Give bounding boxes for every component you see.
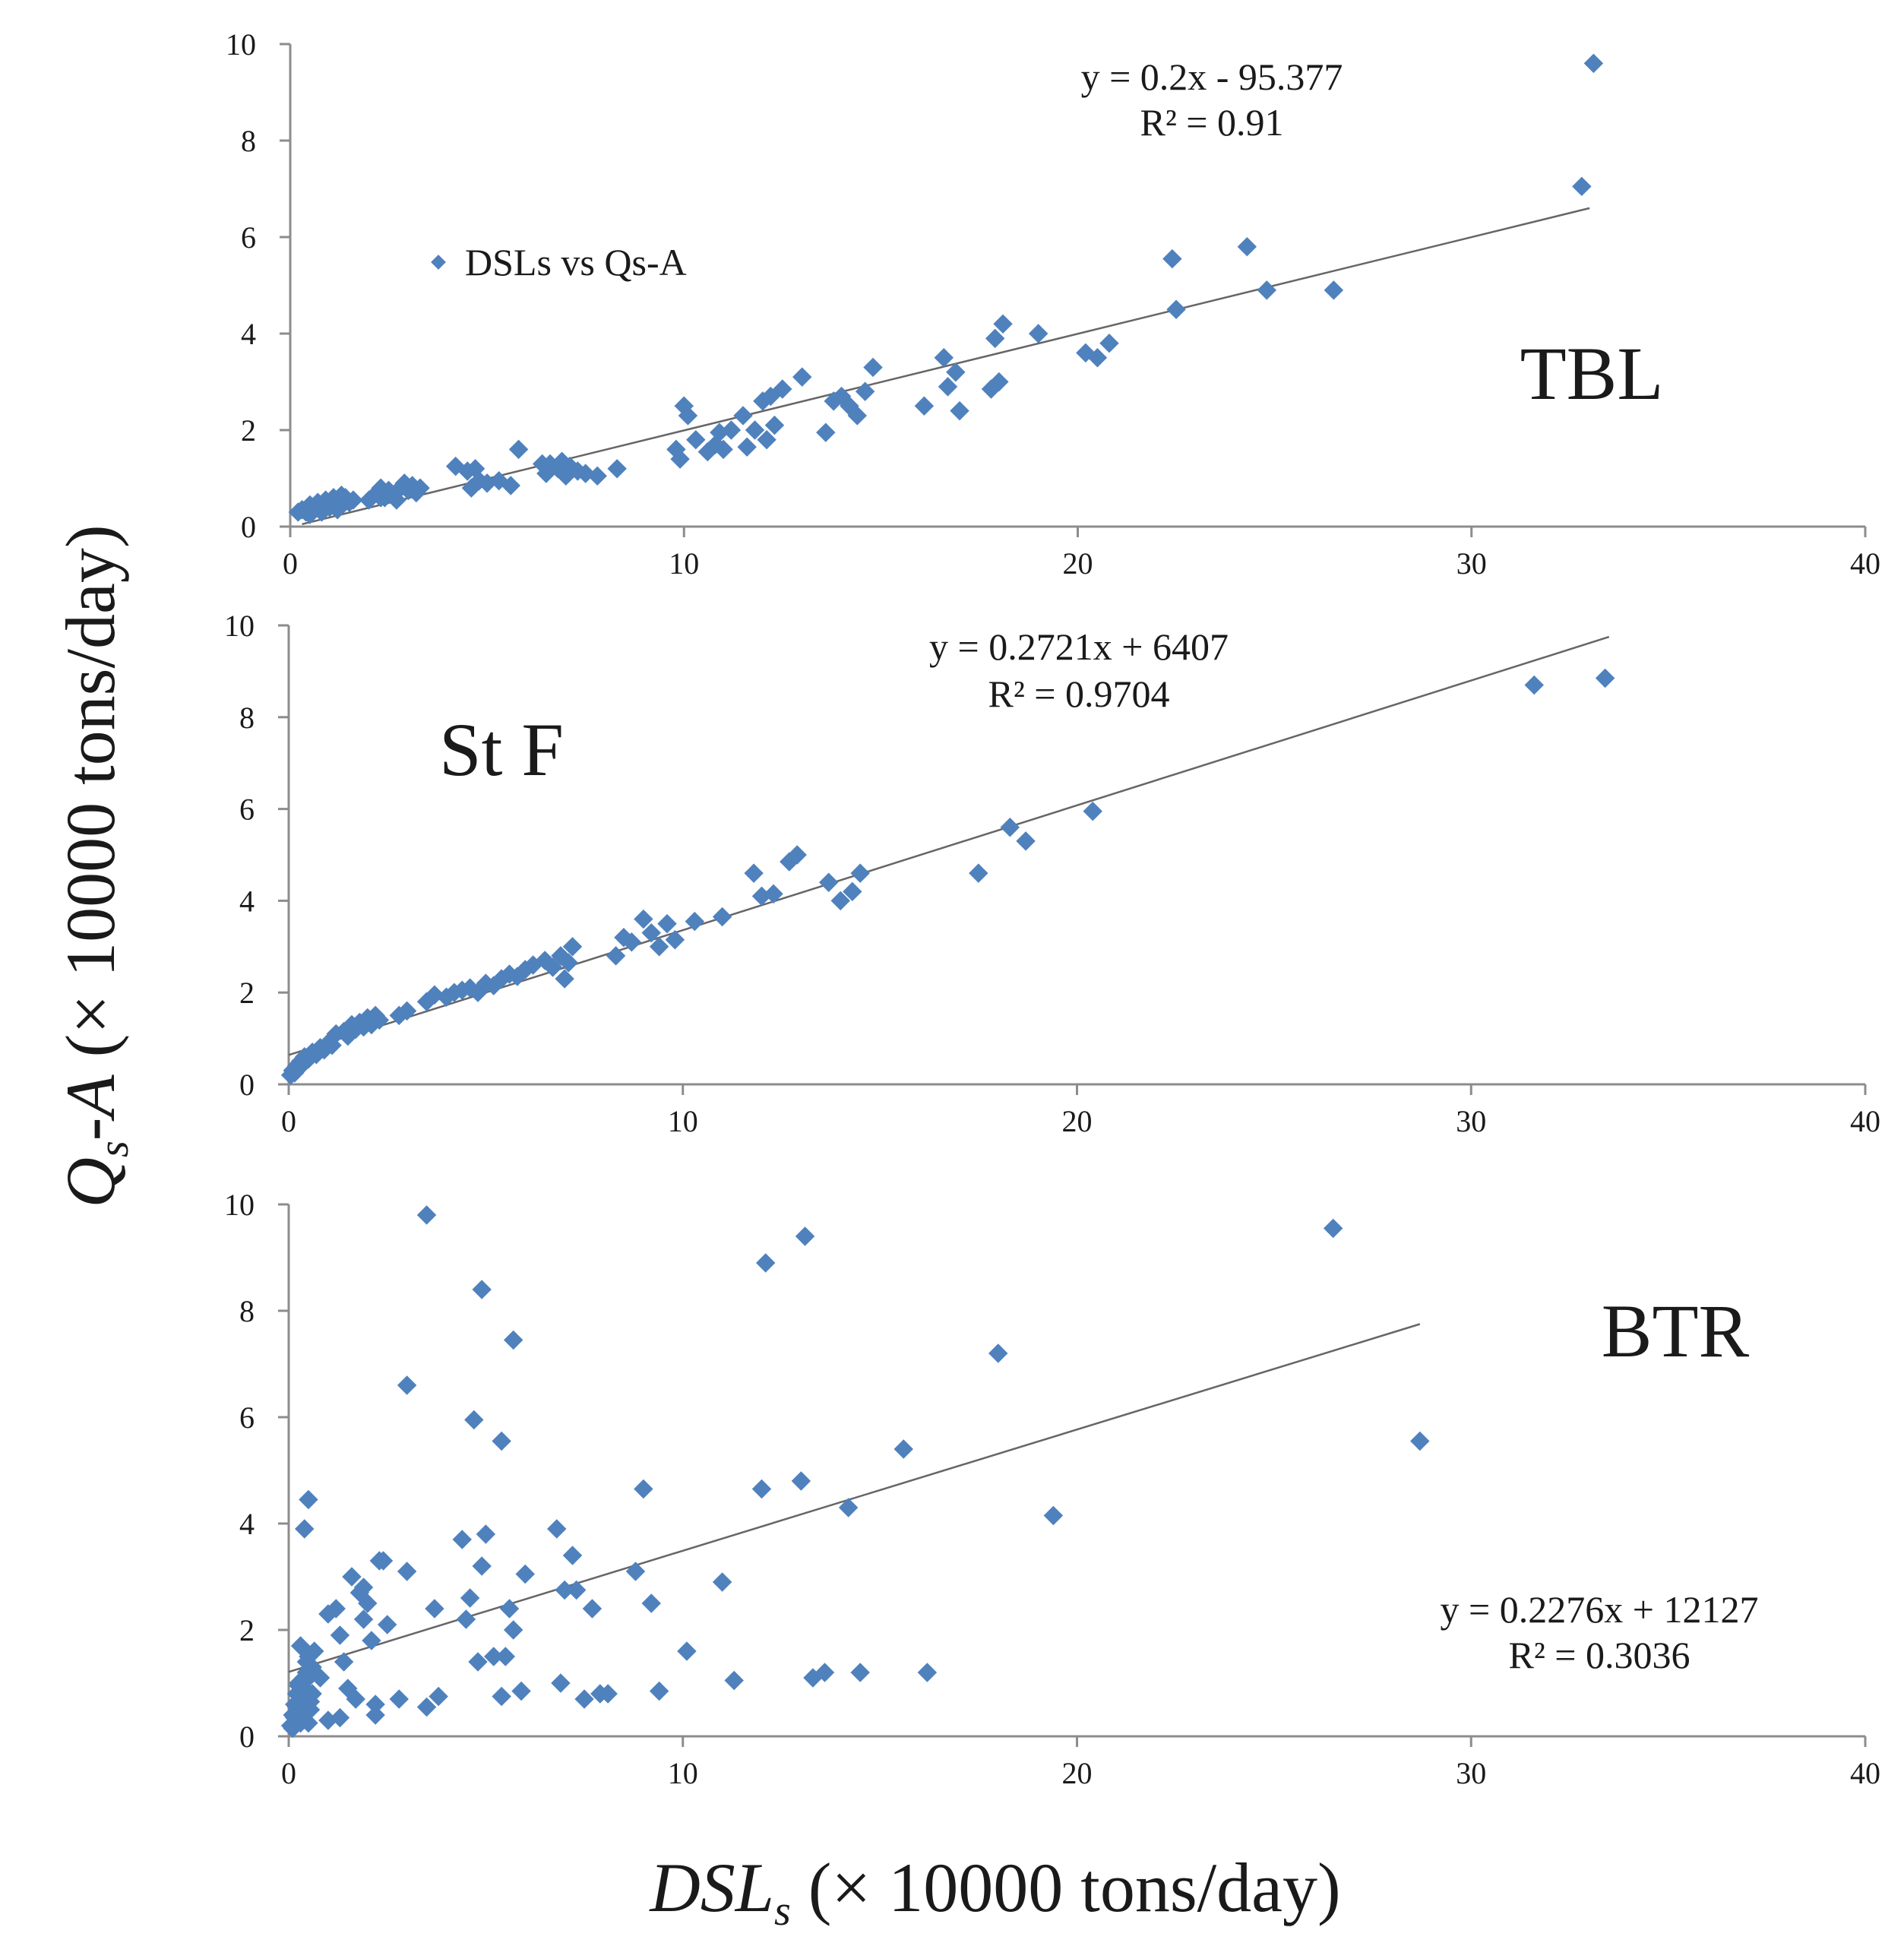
trendline-equation: y = 0.2721x + 6407 bbox=[929, 625, 1229, 668]
y-axis-title-q: Q bbox=[52, 1157, 129, 1207]
station-label: TBL bbox=[1520, 331, 1664, 416]
r-squared: R² = 0.3036 bbox=[1508, 1634, 1690, 1676]
x-tick-label: 40 bbox=[1850, 546, 1880, 581]
x-axis-title-sub: s bbox=[774, 1888, 791, 1935]
y-tick-label: 8 bbox=[239, 1294, 255, 1328]
data-point bbox=[757, 429, 776, 450]
trendline-equation: y = 0.2x - 95.377 bbox=[1081, 55, 1343, 98]
legend: DSLs vs Qs-A bbox=[431, 241, 687, 283]
trend-line bbox=[302, 207, 1590, 526]
trend-line bbox=[288, 1323, 1421, 1673]
data-point bbox=[371, 488, 391, 508]
x-tick-label: 20 bbox=[1062, 1756, 1093, 1790]
x-tick-label: 0 bbox=[283, 546, 298, 581]
y-axis-title-units: (× 10000 tons/day) bbox=[52, 524, 129, 1074]
y-tick-label: 4 bbox=[241, 317, 256, 351]
x-axis-title-dsl: DSL bbox=[648, 1849, 774, 1926]
data-point bbox=[678, 406, 698, 426]
data-point bbox=[587, 466, 607, 486]
data-point bbox=[733, 406, 753, 426]
x-tick-label: 40 bbox=[1850, 1104, 1880, 1138]
trendline-equation: y = 0.2276x + 12127 bbox=[1441, 1588, 1759, 1631]
data-point bbox=[410, 478, 430, 498]
data-point bbox=[737, 437, 757, 457]
y-tick-label: 10 bbox=[224, 609, 255, 643]
r-squared: R² = 0.91 bbox=[1140, 101, 1283, 144]
x-tick-label: 20 bbox=[1063, 546, 1093, 581]
data-point bbox=[607, 459, 627, 479]
trend-line bbox=[288, 635, 1610, 1056]
y-tick-label: 0 bbox=[241, 510, 256, 544]
data-point bbox=[721, 420, 742, 440]
x-tick-label: 10 bbox=[668, 1104, 698, 1138]
y-tick-label: 2 bbox=[239, 1613, 255, 1647]
data-point bbox=[508, 439, 529, 460]
x-tick-label: 0 bbox=[281, 1104, 296, 1138]
y-tick-label: 0 bbox=[239, 1068, 255, 1102]
x-tick-label: 10 bbox=[668, 1756, 698, 1790]
y-tick-label: 4 bbox=[239, 884, 255, 918]
y-tick-label: 10 bbox=[224, 1188, 255, 1222]
data-point bbox=[686, 429, 706, 450]
y-axis-title-a: A bbox=[52, 1074, 129, 1122]
y-axis-title-sub: s bbox=[90, 1141, 138, 1157]
x-axis-title: DSLs (× 10000 tons/day) bbox=[648, 1849, 1340, 1935]
y-tick-label: 2 bbox=[239, 976, 255, 1010]
y-tick-label: 8 bbox=[241, 124, 256, 158]
r-squared: R² = 0.9704 bbox=[988, 672, 1169, 715]
y-axis-title: Qs-A (× 10000 tons/day) bbox=[52, 524, 138, 1207]
y-tick-label: 8 bbox=[239, 701, 255, 735]
y-tick-label: 6 bbox=[241, 220, 256, 255]
y-tick-label: 4 bbox=[239, 1507, 255, 1541]
data-point bbox=[394, 473, 415, 493]
data-point bbox=[670, 449, 690, 469]
y-tick-label: 6 bbox=[239, 1400, 255, 1435]
y-tick-label: 2 bbox=[241, 413, 256, 448]
y-tick-label: 0 bbox=[239, 1720, 255, 1754]
x-tick-label: 0 bbox=[281, 1756, 296, 1790]
x-tick-label: 20 bbox=[1062, 1104, 1093, 1138]
x-tick-label: 40 bbox=[1850, 1756, 1880, 1790]
station-label: St F bbox=[439, 707, 564, 792]
data-point bbox=[745, 420, 765, 440]
x-tick-label: 30 bbox=[1456, 1104, 1486, 1138]
y-tick-label: 10 bbox=[226, 27, 256, 62]
data-point bbox=[501, 476, 520, 495]
station-label: BTR bbox=[1602, 1289, 1750, 1373]
data-point bbox=[713, 439, 733, 460]
x-axis-title-units: (× 10000 tons/day) bbox=[791, 1849, 1341, 1926]
legend-marker bbox=[431, 255, 446, 270]
legend-label: DSLs vs Qs-A bbox=[465, 241, 687, 283]
y-axis-title-dash: - bbox=[52, 1118, 129, 1141]
x-tick-label: 30 bbox=[1456, 546, 1487, 581]
x-tick-label: 10 bbox=[669, 546, 699, 581]
data-point bbox=[343, 490, 363, 510]
y-tick-label: 6 bbox=[239, 793, 255, 827]
x-tick-label: 30 bbox=[1456, 1756, 1486, 1790]
